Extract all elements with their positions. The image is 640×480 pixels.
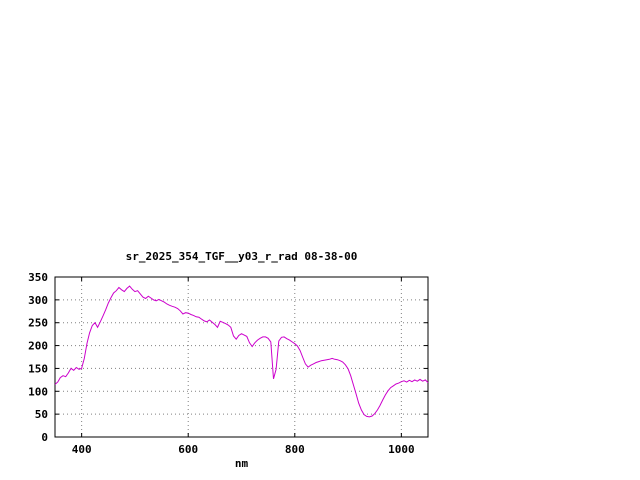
y-tick-label: 200 (28, 340, 48, 353)
x-axis-label: nm (234, 457, 249, 470)
y-tick-label: 100 (28, 385, 48, 398)
y-tick-label: 350 (28, 271, 48, 284)
plot-border (54, 276, 429, 438)
y-tick-label: 250 (28, 317, 48, 330)
x-tick-label: 600 (178, 443, 198, 456)
y-tick-label: 50 (35, 408, 48, 421)
x-tick-label: 800 (285, 443, 305, 456)
x-tick-label: 400 (72, 443, 92, 456)
x-tick-label: 1000 (388, 443, 415, 456)
y-tick-label: 0 (41, 431, 48, 444)
chart-title: sr_2025_354_TGF__y03_r_rad 08-38-00 (125, 250, 358, 263)
y-tick-label: 150 (28, 362, 48, 375)
spectrum-line (54, 285, 429, 418)
y-tick-label: 300 (28, 294, 48, 307)
